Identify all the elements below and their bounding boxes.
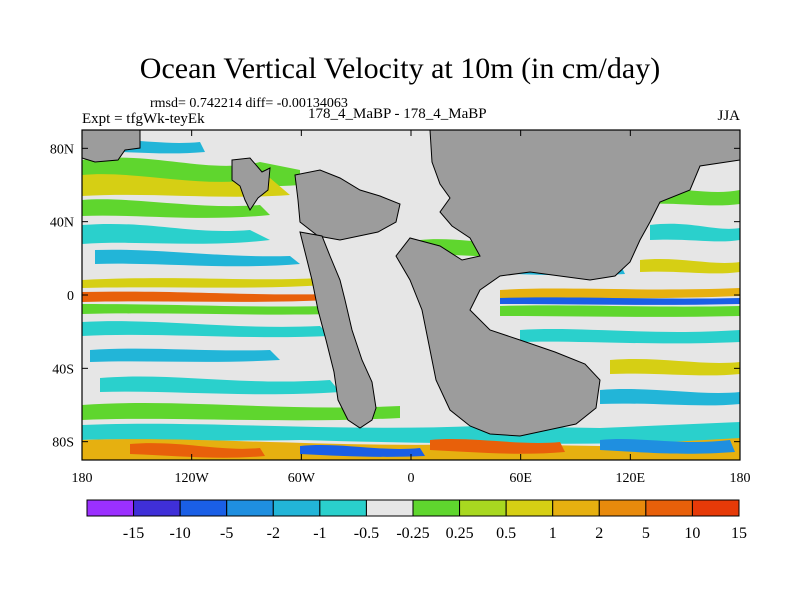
stats-text: rmsd= 0.742214 diff= -0.00134063: [150, 96, 348, 111]
y-tick-label: 40S: [52, 362, 74, 377]
colorbar-label: 2: [595, 525, 603, 542]
colorbar-label: 1: [549, 525, 557, 542]
colorbar-label: -0.25: [396, 525, 429, 542]
colorbar-label: 15: [731, 525, 747, 542]
colorbar-swatch: [459, 499, 507, 517]
colorbar-swatch: [365, 499, 414, 517]
colorbar-label: 10: [684, 525, 700, 542]
y-tick-label: 40N: [50, 216, 74, 231]
y-tick-label: 0: [67, 289, 74, 304]
colorbar-label: -15: [123, 525, 144, 542]
colorbar-label: 5: [642, 525, 650, 542]
colorbar-swatch: [179, 499, 228, 517]
x-tick-label: 120E: [616, 471, 646, 486]
y-tick-label: 80N: [50, 142, 74, 157]
x-tick-label: 120W: [175, 471, 210, 486]
colorbar-label: 0.25: [446, 525, 474, 542]
x-tick-label: 180: [72, 471, 93, 486]
colorbar-swatch: [505, 499, 554, 517]
colorbar-label: -10: [169, 525, 190, 542]
colorbar-swatch: [133, 499, 181, 517]
colorbar-label: -0.5: [354, 525, 379, 542]
colorbar-swatch: [86, 499, 135, 517]
colorbar-label: -2: [267, 525, 280, 542]
colorbar-swatch: [598, 499, 647, 517]
x-tick-label: 60E: [509, 471, 532, 486]
colorbar-swatch: [691, 499, 740, 517]
colorbar: -15 -10 -5 -2 -1 -0.5 -0.25 0.25 0.5 1 2 5 10 15: [86, 499, 747, 542]
comparison-label: 178_4_MaBP - 178_4_MaBP: [308, 106, 487, 122]
colorbar-swatch: [645, 499, 693, 517]
experiment-label: Expt = tfgWk-teyEk: [82, 111, 205, 127]
colorbar-swatch: [552, 499, 600, 517]
colorbar-label: 0.5: [496, 525, 516, 542]
x-tick-label: 180: [730, 471, 751, 486]
season-label: JJA: [717, 108, 740, 124]
colorbar-swatch: [226, 499, 274, 517]
y-tick-label: 80S: [52, 436, 74, 451]
y-axis: 80N 40N 0 40S 80S: [50, 142, 740, 451]
land: [82, 130, 740, 437]
plot-title: Ocean Vertical Velocity at 10m (in cm/da…: [139, 52, 661, 85]
colorbar-label: -5: [220, 525, 233, 542]
colorbar-swatch: [412, 499, 461, 517]
colorbar-swatch: [319, 499, 367, 517]
x-tick-label: 60W: [288, 471, 316, 486]
x-tick-label: 0: [408, 471, 415, 486]
colorbar-label: -1: [313, 525, 326, 542]
colorbar-swatch: [272, 499, 321, 517]
x-axis: 180 120W 60W 0 60E 120E 180: [72, 130, 751, 486]
